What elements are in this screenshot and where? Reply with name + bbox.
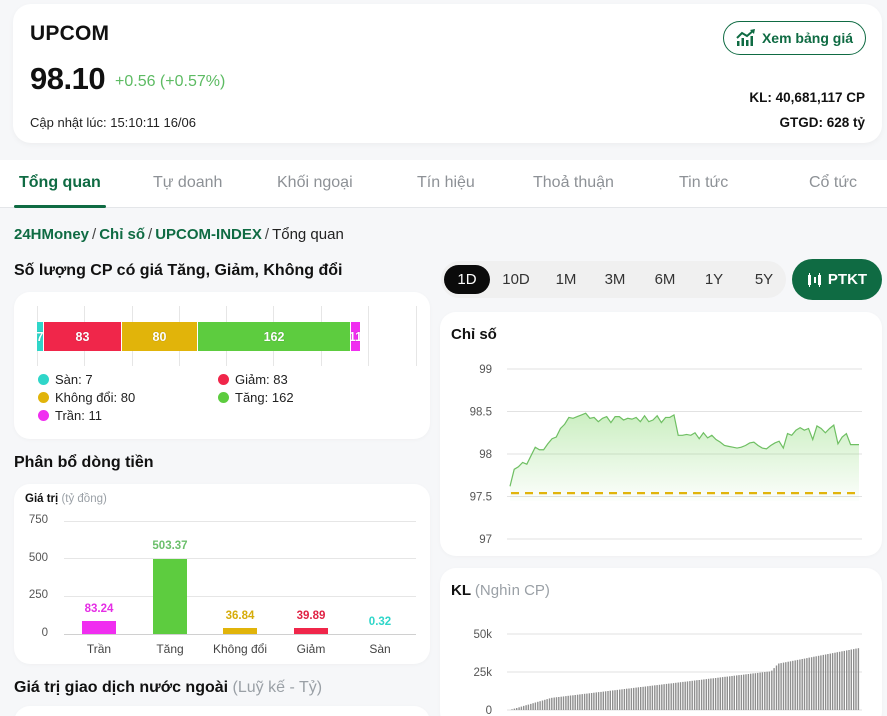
index-header-card: UPCOM 98.10 +0.56 (+0.57%) Cập nhật lúc:… — [13, 4, 882, 143]
dot-icon — [38, 374, 49, 385]
tab-foreign[interactable]: Khối ngoại — [277, 174, 353, 191]
foreign-chart-card — [14, 706, 430, 716]
tab-negotiated[interactable]: Thoả thuận — [533, 174, 614, 191]
volume-chart-card: KL (Nghìn CP) 50k 25k 0 — [440, 568, 882, 716]
tab-proprietary[interactable]: Tự doanh — [153, 174, 223, 191]
candlestick-icon — [807, 272, 821, 287]
gridline — [368, 306, 369, 366]
svg-text:25k: 25k — [473, 667, 492, 679]
volume-chart-title: KL (Nghìn CP) — [451, 582, 550, 599]
legend-unchanged: Không đổi: 80 — [38, 390, 135, 405]
bar-label: 39.89 — [296, 610, 326, 622]
flow-chart-card: Giá trị (tỷ đồng) 750 500 250 0 83.24 Tr… — [14, 484, 430, 664]
index-value: 98.10 — [30, 61, 106, 96]
bar-unchanged[interactable] — [223, 628, 257, 634]
gridline — [416, 306, 417, 366]
index-line-chart[interactable]: 99 98.5 98 97.5 97 — [440, 312, 882, 556]
breadcrumb: 24HMoney / Chỉ số / UPCOM-INDEX / Tổng quan — [14, 226, 344, 243]
segment-down[interactable]: 83 — [44, 322, 122, 351]
svg-text:50k: 50k — [473, 629, 492, 641]
index-name: UPCOM — [30, 22, 110, 45]
x-label: Sàn — [369, 642, 391, 656]
tab-overview[interactable]: Tổng quan — [19, 174, 101, 191]
breadcrumb-upcom-index[interactable]: UPCOM-INDEX — [155, 226, 262, 243]
tab-signals[interactable]: Tín hiệu — [417, 174, 475, 191]
period-3m[interactable]: 3M — [604, 271, 626, 288]
svg-text:97.5: 97.5 — [470, 492, 492, 504]
dot-icon — [38, 392, 49, 403]
ptkt-label: PTKT — [827, 271, 868, 288]
x-label: Trần — [86, 642, 112, 656]
bar-up[interactable] — [153, 559, 187, 634]
x-label: Giảm — [296, 642, 326, 656]
period-10d[interactable]: 10D — [502, 271, 530, 288]
svg-text:97: 97 — [479, 534, 492, 546]
legend-up: Tăng: 162 — [218, 390, 294, 405]
trending-chart-icon — [736, 29, 755, 46]
index-change: +0.56 (+0.57%) — [115, 73, 226, 90]
update-time: Cập nhật lúc: 15:10:11 16/06 — [30, 115, 196, 130]
gridline — [64, 558, 416, 559]
gridline — [64, 596, 416, 597]
ytick: 250 — [28, 589, 48, 601]
breadcrumb-home[interactable]: 24HMoney — [14, 226, 90, 243]
segment-floor[interactable]: 7 — [37, 322, 44, 351]
svg-text:99: 99 — [479, 364, 492, 376]
tab-bar: Tổng quan Tự doanh Khối ngoại Tín hiệu T… — [0, 160, 887, 208]
breadth-stacked-bar: 7 83 80 162 11 — [37, 322, 361, 351]
dot-icon — [38, 410, 49, 421]
x-axis — [64, 634, 416, 635]
period-5y[interactable]: 5Y — [754, 271, 774, 288]
price-board-button[interactable]: Xem bảng giá — [722, 21, 866, 55]
flow-title: Phân bổ dòng tiền — [14, 454, 154, 471]
trade-value-total: GTGD: 628 tỷ — [779, 115, 865, 130]
legend-down: Giảm: 83 — [218, 372, 288, 387]
svg-text:98.5: 98.5 — [470, 407, 492, 419]
gridline — [64, 521, 416, 522]
legend-floor: Sàn: 7 — [38, 372, 93, 387]
bar-label: 0.32 — [368, 616, 392, 628]
flow-y-title: Giá trị (tỷ đồng) — [25, 493, 107, 505]
bar-label: 36.84 — [225, 610, 255, 622]
segment-ceiling[interactable]: 11 — [351, 322, 361, 351]
x-label: Tăng — [156, 642, 184, 656]
bar-label: 503.37 — [152, 540, 188, 552]
segment-up[interactable]: 162 — [198, 322, 351, 351]
tab-news[interactable]: Tin tức — [679, 174, 729, 191]
ytick: 500 — [28, 552, 48, 564]
breadcrumb-current: Tổng quan — [272, 226, 344, 243]
bar-down[interactable] — [294, 628, 328, 634]
active-tab-indicator — [14, 205, 106, 208]
ytick: 750 — [28, 514, 48, 526]
breadcrumb-index[interactable]: Chỉ số — [99, 226, 146, 243]
svg-text:98: 98 — [479, 449, 492, 461]
period-1m[interactable]: 1M — [555, 271, 577, 288]
period-1y[interactable]: 1Y — [704, 271, 724, 288]
bar-label: 83.24 — [84, 603, 114, 615]
x-label: Không đổi — [212, 642, 268, 656]
period-6m[interactable]: 6M — [654, 271, 676, 288]
segment-unchanged[interactable]: 80 — [122, 322, 198, 351]
index-chart-title: Chỉ số — [451, 326, 497, 343]
period-1d[interactable]: 1D — [444, 265, 490, 294]
period-selector: 1D 10D 1M 3M 6M 1Y 5Y — [441, 261, 786, 298]
tab-dividends[interactable]: Cổ tức — [809, 174, 858, 191]
volume-total: KL: 40,681,117 CP — [749, 90, 865, 105]
price-board-label: Xem bảng giá — [761, 30, 853, 46]
volume-bar-chart[interactable]: 50k 25k 0 — [440, 568, 882, 716]
breadth-title: Số lượng CP có giá Tăng, Giảm, Không đổi — [14, 262, 343, 279]
dot-icon — [218, 392, 229, 403]
bar-ceiling[interactable] — [82, 621, 116, 634]
ytick: 0 — [41, 627, 48, 639]
dot-icon — [218, 374, 229, 385]
foreign-title: Giá trị giao dịch nước ngoài (Luỹ kế - T… — [14, 679, 323, 696]
legend-ceiling: Trần: 11 — [38, 408, 102, 423]
breadth-chart-card: 7 83 80 162 11 Sàn: 7 Giảm: 83 Không đổi… — [14, 292, 430, 439]
index-chart-card: Chỉ số 99 98.5 98 97.5 97 — [440, 312, 882, 556]
svg-text:0: 0 — [486, 705, 492, 716]
technical-analysis-button[interactable]: PTKT — [792, 259, 882, 300]
